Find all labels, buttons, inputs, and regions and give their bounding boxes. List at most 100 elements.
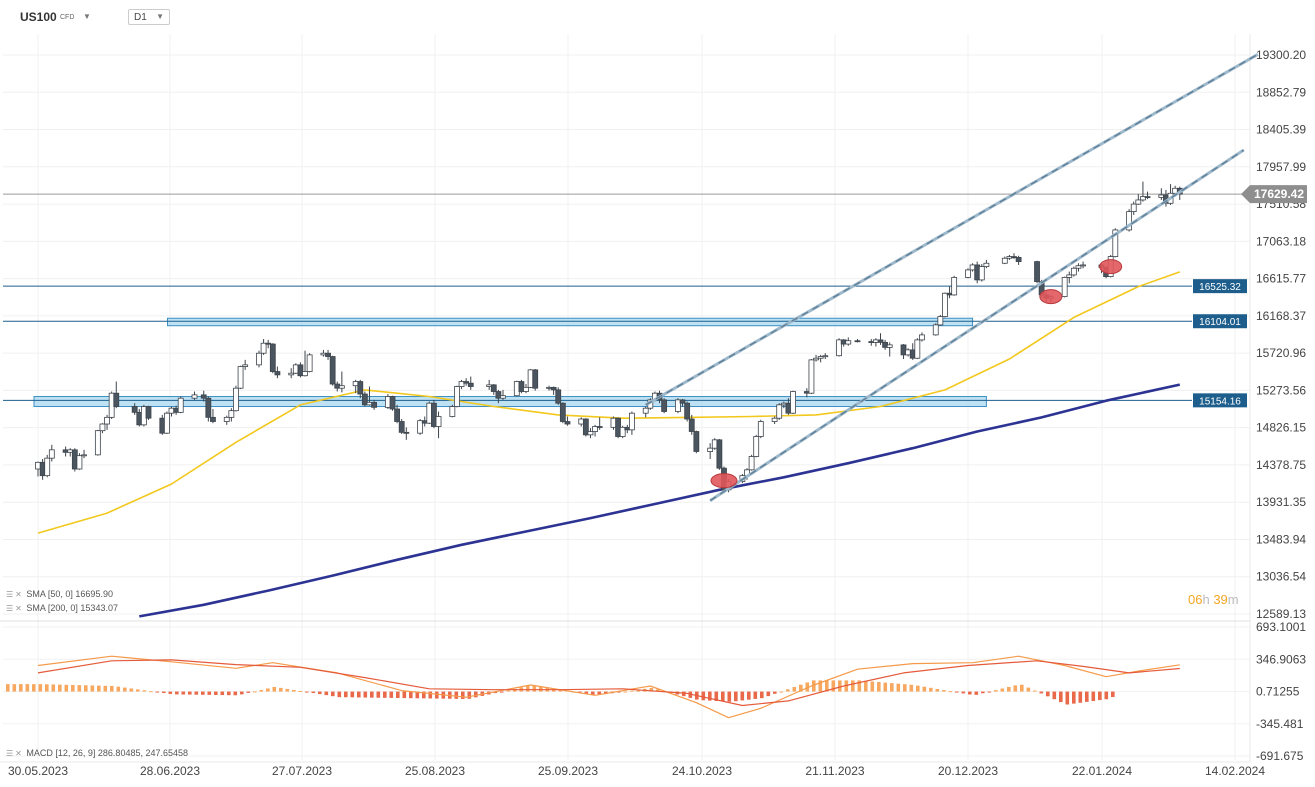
candle <box>757 419 764 439</box>
y-tick-label: 17063.18 <box>1256 234 1306 248</box>
candle <box>403 427 410 440</box>
macd-histogram-bar <box>727 691 732 702</box>
macd-histogram-bar <box>864 680 868 692</box>
macd-histogram-bar <box>123 687 127 692</box>
candle <box>813 354 819 362</box>
macd-histogram-bar <box>175 691 179 695</box>
macd-histogram-bar <box>539 686 543 692</box>
candle-body <box>845 340 852 345</box>
candle-body <box>113 392 120 407</box>
timeframe-select[interactable]: D1 ▼ <box>128 9 170 25</box>
candle-body <box>1075 265 1082 269</box>
candle <box>81 449 87 459</box>
candle <box>191 391 198 400</box>
macd-histogram-bar <box>1078 691 1083 703</box>
candle <box>684 401 691 422</box>
symbol-label[interactable]: US100 <box>20 10 57 24</box>
macd-histogram-bar <box>292 689 296 692</box>
macd-histogram-bar <box>149 691 153 693</box>
macd-histogram-bar <box>591 691 595 695</box>
macd-histogram-bar <box>6 684 10 692</box>
close-icon[interactable]: ✕ <box>15 749 22 758</box>
macd-histogram-bar <box>129 688 134 692</box>
candle <box>817 354 824 363</box>
candle-body <box>813 357 819 361</box>
macd-y-tick-label: -345.481 <box>1256 717 1304 731</box>
macd-histogram-bar <box>734 691 738 702</box>
current-price-label: 17629.42 <box>1254 187 1304 201</box>
y-tick-label: 16615.77 <box>1256 272 1306 286</box>
macd-histogram-bar <box>97 685 101 692</box>
x-tick-label: 20.12.2023 <box>938 764 998 778</box>
macd-histogram-bar <box>1013 685 1018 692</box>
macd-histogram-bar <box>350 691 355 698</box>
candle <box>131 403 138 415</box>
candle <box>256 350 262 368</box>
candle <box>177 396 184 414</box>
candle-body <box>260 342 267 354</box>
macd-histogram-bar <box>396 691 400 699</box>
candle <box>458 379 465 390</box>
macd-legend[interactable]: ☰ ✕ MACD [12, 26, 9] 286.80485, 247.65458 <box>6 748 188 758</box>
chevron-down-icon[interactable]: ▼ <box>83 12 91 21</box>
macd-histogram-bar <box>493 691 498 694</box>
candle-body <box>398 421 405 433</box>
candle <box>44 454 51 478</box>
close-icon[interactable]: ✕ <box>15 590 22 599</box>
sma200-legend[interactable]: ☰ ✕ SMA [200, 0] 15343.07 <box>6 603 118 613</box>
candle <box>500 389 506 400</box>
level-price-label: 15154.16 <box>1199 396 1241 407</box>
candle <box>1140 181 1146 202</box>
y-tick-label: 13036.54 <box>1256 570 1306 584</box>
candle <box>919 332 925 342</box>
candle <box>790 390 796 415</box>
sma200-line <box>139 383 1181 618</box>
candle-body <box>596 426 603 428</box>
candle <box>1075 263 1082 272</box>
candle-body <box>325 352 331 357</box>
macd-histogram-bar <box>467 691 472 699</box>
settings-icon[interactable]: ☰ <box>6 590 14 599</box>
close-icon[interactable]: ✕ <box>15 604 22 613</box>
candle <box>748 454 755 471</box>
candle-body <box>1066 274 1073 278</box>
candle-body <box>389 396 396 410</box>
macd-histogram-bar <box>766 691 771 697</box>
candle <box>1066 271 1073 284</box>
candle <box>1061 276 1068 298</box>
macd-histogram-bar <box>818 680 823 692</box>
y-tick-label: 16168.37 <box>1256 309 1306 323</box>
candle-body <box>661 399 668 412</box>
macd-histogram-bar <box>532 685 537 692</box>
candle <box>965 268 971 279</box>
candle-body <box>256 352 262 366</box>
candle <box>495 389 502 404</box>
candle <box>435 411 442 439</box>
settings-icon[interactable]: ☰ <box>6 749 14 758</box>
macd-histogram-bar <box>649 687 654 692</box>
macd-histogram-bar <box>324 691 329 696</box>
countdown-hours-unit: h <box>1202 592 1210 607</box>
macd-histogram-bar <box>1072 691 1076 704</box>
macd-histogram-bar <box>1111 691 1115 698</box>
timeframe-value: D1 <box>134 12 147 23</box>
candle-body <box>679 399 686 404</box>
macd-histogram-bar <box>1046 691 1050 697</box>
macd-histogram-bar <box>883 682 888 692</box>
y-tick-label: 13931.35 <box>1256 495 1306 509</box>
macd-histogram-bar <box>981 691 985 694</box>
candle <box>104 414 110 430</box>
x-tick-label: 14.02.2024 <box>1205 764 1265 778</box>
macd-histogram-bar <box>454 691 459 699</box>
sma50-line <box>37 271 1181 534</box>
candle <box>48 444 55 462</box>
candle <box>679 399 686 407</box>
macd-histogram-bar <box>760 691 764 699</box>
sma50-legend[interactable]: ☰ ✕ SMA [50, 0] 16695.90 <box>6 589 113 599</box>
candle <box>288 368 295 379</box>
candle-body <box>1144 196 1151 199</box>
macd-histogram-bar <box>1059 691 1063 703</box>
settings-icon[interactable]: ☰ <box>6 604 14 613</box>
macd-histogram-bar <box>415 691 420 699</box>
